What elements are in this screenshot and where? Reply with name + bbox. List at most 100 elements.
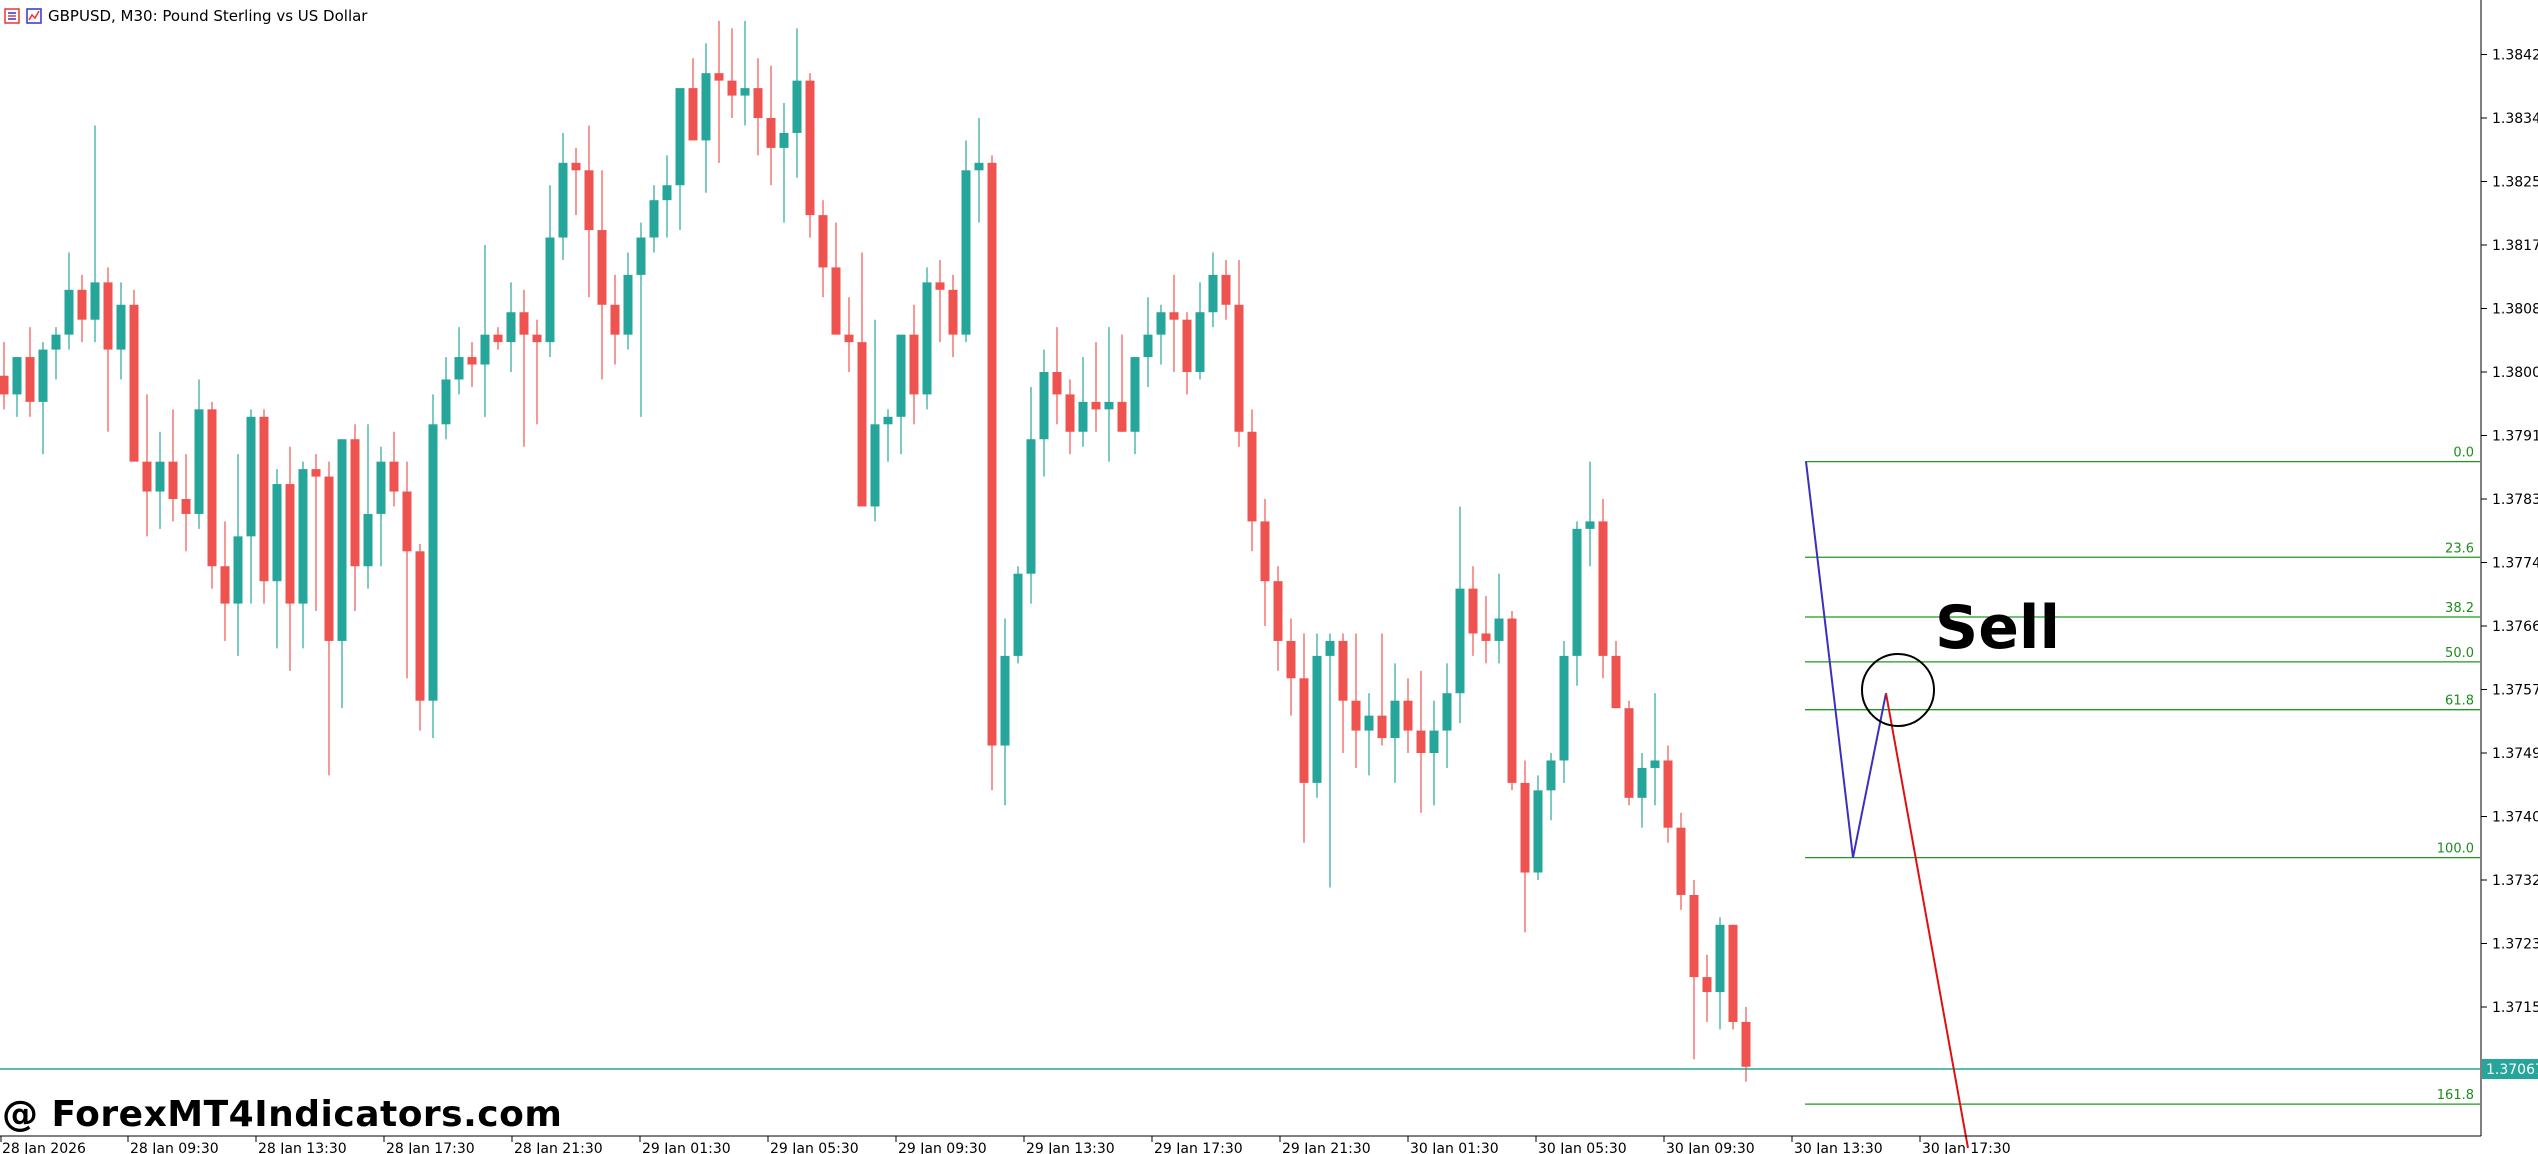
candle (194, 379, 204, 529)
sell-signal-circle (1861, 653, 1935, 727)
candle-body (1494, 618, 1504, 641)
candle-body (1533, 790, 1543, 873)
candle (987, 155, 997, 791)
zigzag-layer (1805, 461, 1969, 1149)
candle (1390, 663, 1400, 783)
candle (1403, 678, 1413, 753)
candle (727, 28, 737, 118)
candle (610, 274, 620, 365)
current-price-badge (2482, 1059, 2538, 1080)
candle-body (1364, 715, 1374, 731)
candle (714, 20, 724, 163)
fib-level-label: 23.6 (2445, 541, 2474, 556)
candle-body (389, 461, 399, 492)
candle-body (480, 334, 490, 365)
candle-body (922, 282, 932, 395)
watermark: @ ForexMT4Indicators.com (2, 1094, 563, 1135)
candle (1507, 611, 1517, 791)
candle-body (753, 88, 763, 118)
candle (1624, 700, 1634, 806)
candle-body (792, 80, 802, 133)
candle-body (402, 491, 412, 552)
time-tick-label: 29 Jan 01:30 (642, 1141, 731, 1154)
candle (1065, 379, 1075, 455)
candle-body (298, 469, 308, 604)
candle (207, 401, 217, 589)
candle-body (1468, 588, 1478, 634)
candle-body (1624, 708, 1634, 798)
candle-body (1000, 655, 1010, 746)
candle (1104, 327, 1114, 462)
candle-body (584, 170, 594, 231)
candle-body (1442, 693, 1452, 731)
candle-body (1611, 655, 1621, 709)
candle (363, 424, 373, 589)
candle-body (1650, 760, 1660, 768)
candle (1520, 760, 1530, 933)
candle (64, 252, 74, 350)
candle (532, 319, 542, 425)
candle-body (1286, 640, 1296, 679)
chart-title: GBPUSD, M30: Pound Sterling vs US Dollar (48, 7, 368, 25)
candles-layer (0, 20, 2480, 1082)
time-tick-label: 29 Jan 21:30 (1282, 1141, 1371, 1154)
candle (1247, 409, 1257, 552)
sell-signal-label: Sell (1935, 593, 2060, 663)
price-tick-label: 1.37745 (2492, 556, 2538, 572)
candle (1559, 640, 1569, 783)
price-tick-label: 1.38340 (2492, 111, 2538, 127)
candle-body (805, 80, 815, 216)
candle-body (220, 566, 230, 604)
candle (298, 461, 308, 649)
candle (324, 461, 334, 776)
candle-body (272, 484, 282, 582)
candle (1234, 259, 1244, 447)
candle (1273, 566, 1283, 671)
candle (1260, 499, 1270, 626)
time-tick-label: 29 Jan 17:30 (1154, 1141, 1243, 1154)
candle-body (1130, 357, 1140, 432)
current-price-label: 1.37067 (2486, 1062, 2538, 1078)
candle (844, 297, 854, 372)
candle-body (77, 289, 87, 320)
candle-body (1390, 700, 1400, 739)
candle-body (0, 375, 9, 395)
candle (428, 394, 438, 739)
candle-body (181, 499, 191, 514)
time-tick-label: 28 Jan 21:30 (514, 1141, 603, 1154)
candle-body (1299, 678, 1309, 783)
candle (441, 357, 451, 440)
candle (662, 155, 672, 238)
candle (922, 267, 932, 410)
candle (1377, 633, 1387, 746)
price-tick-label: 1.37320 (2492, 873, 2538, 889)
candle (1676, 812, 1686, 910)
candle-body (1182, 319, 1192, 372)
fib-level-label: 0.0 (2453, 446, 2474, 461)
candle (1637, 753, 1647, 828)
candle (1442, 663, 1452, 768)
candle (415, 543, 425, 731)
candle-body (987, 162, 997, 746)
candle-body (1026, 439, 1036, 574)
candle-body (1520, 782, 1530, 873)
candle (597, 170, 607, 380)
candle-body (1403, 700, 1413, 731)
candle-body (571, 162, 581, 171)
candle (1598, 499, 1608, 679)
candle-body (194, 409, 204, 514)
candle-body (1546, 760, 1556, 791)
candle-body (207, 409, 217, 567)
candle (1741, 1007, 1751, 1082)
candle (688, 58, 698, 141)
candle-body (1338, 640, 1348, 701)
candle (1351, 633, 1361, 768)
price-tick-label: 1.38170 (2492, 238, 2538, 254)
candle (519, 289, 529, 447)
candle-body (662, 185, 672, 201)
candle-body (90, 282, 100, 320)
candle (1728, 924, 1738, 1030)
price-tick-label: 1.37660 (2492, 619, 2538, 635)
